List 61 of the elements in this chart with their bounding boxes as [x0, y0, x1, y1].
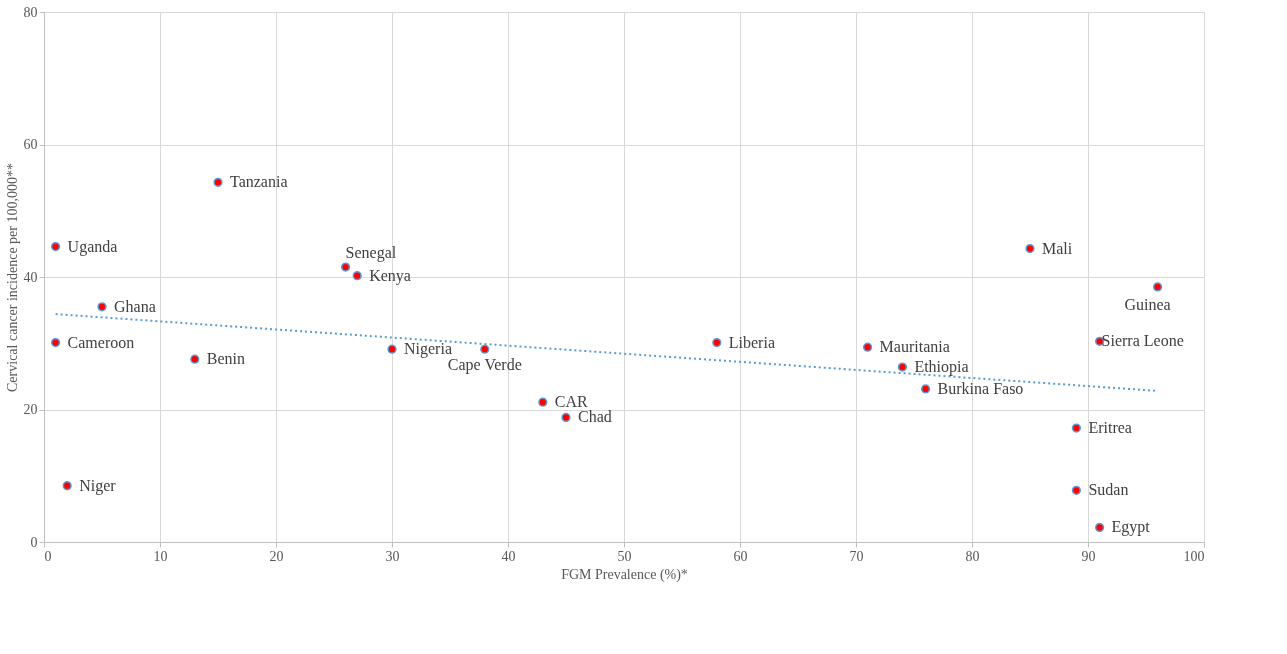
x-tick-label: 60: [733, 548, 748, 564]
annotation: Cape Verde: [447, 356, 522, 375]
annotation: Niger: [79, 476, 117, 495]
annotation: Liberia: [728, 333, 775, 351]
annotation: Uganda: [67, 237, 118, 256]
x-tick-label: 100: [1183, 548, 1205, 564]
point: [480, 344, 490, 354]
annotation: Ethiopia: [914, 358, 969, 377]
point: [352, 271, 362, 281]
annotation: Sudan: [1088, 481, 1129, 499]
y-tick-label: 80: [23, 4, 38, 20]
annotation: Chad: [578, 408, 612, 426]
point: [1071, 485, 1082, 495]
annotation: Sierra Leone: [1101, 332, 1184, 350]
y-tick-label: 40: [23, 269, 38, 285]
x-tick-label: 40: [501, 548, 516, 564]
point: [897, 362, 908, 372]
point: [862, 342, 873, 352]
annotation: CAR: [554, 393, 589, 411]
annotation: Burkina Faso: [937, 379, 1024, 397]
annotation: Cameroon: [67, 333, 135, 351]
annotation: Benin: [206, 350, 246, 368]
x-tick-label: 70: [849, 548, 864, 564]
y-tick-label: 60: [23, 137, 38, 152]
point: [190, 354, 200, 364]
annotation: Ghana: [114, 297, 156, 315]
y-axis-title: Cervical cancer incidence per 100,000**: [4, 163, 20, 392]
y-tick-label: 0: [30, 534, 38, 550]
point: [538, 397, 548, 407]
point: [561, 412, 571, 423]
point: [1152, 282, 1163, 292]
annotation: Kenya: [369, 266, 411, 285]
annotation: Mali: [1042, 239, 1073, 257]
annotation: Eritrea: [1088, 419, 1132, 437]
x-tick-label: 90: [1081, 548, 1096, 564]
point: [50, 337, 61, 348]
point: [1071, 423, 1082, 433]
annotation: Tanzania: [230, 173, 288, 191]
point: [97, 302, 107, 312]
point: [387, 344, 397, 354]
annotation: Guinea: [1124, 295, 1171, 313]
annotation: Senegal: [345, 244, 397, 263]
point: [712, 337, 722, 348]
annotation: Mauritania: [879, 338, 950, 356]
x-tick-label: 30: [385, 548, 400, 564]
annotation: Nigeria: [404, 340, 452, 359]
x-tick-label: 20: [269, 548, 284, 564]
annotation: Egypt: [1111, 518, 1151, 537]
point: [340, 262, 351, 272]
point: [1094, 522, 1105, 533]
x-axis-title: FGM Prevalence (%)*: [561, 566, 688, 583]
point: [50, 241, 61, 252]
x-tick-label: 50: [617, 548, 632, 564]
x-tick-label: 0: [44, 548, 52, 564]
x-tick-label: 80: [965, 548, 980, 564]
point: [920, 384, 931, 394]
x-tick-label: 10: [153, 548, 168, 564]
point: [213, 177, 223, 187]
point: [1025, 243, 1035, 254]
point: [62, 481, 72, 491]
y-tick-label: 20: [23, 402, 38, 417]
